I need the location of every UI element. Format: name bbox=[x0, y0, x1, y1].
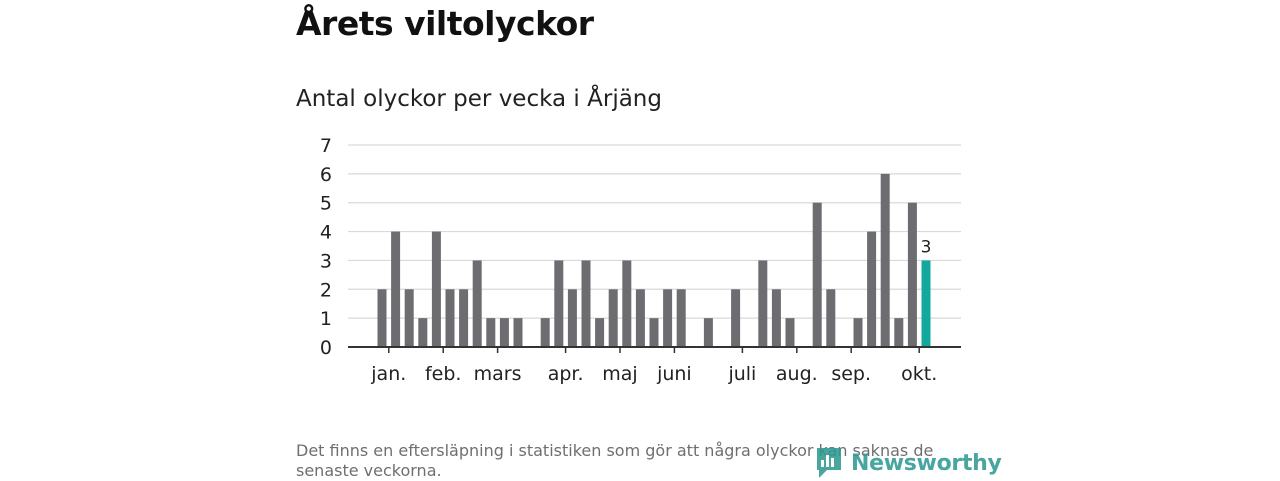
bar bbox=[540, 318, 550, 347]
y-tick-label: 0 bbox=[320, 337, 332, 359]
y-tick-label: 4 bbox=[320, 222, 332, 244]
bar bbox=[554, 260, 564, 347]
bar bbox=[880, 173, 890, 347]
x-tick-label: apr. bbox=[548, 363, 584, 385]
bar bbox=[581, 260, 591, 347]
x-tick-label: aug. bbox=[776, 363, 818, 385]
bar bbox=[622, 260, 632, 347]
y-tick-label: 6 bbox=[320, 164, 332, 186]
bar bbox=[459, 289, 469, 347]
bar bbox=[826, 289, 836, 347]
bar bbox=[418, 318, 428, 347]
bar bbox=[676, 289, 686, 347]
bar bbox=[472, 260, 482, 347]
bar-chart: 0 1 2 3 4 5 6 7 jan. feb. mars apr. maj juni juli aug.… bbox=[320, 135, 961, 385]
y-tick-label: 3 bbox=[320, 250, 332, 272]
bar bbox=[499, 318, 509, 347]
bar bbox=[894, 318, 904, 347]
bar bbox=[567, 289, 577, 347]
x-tick-label: sep. bbox=[831, 363, 871, 385]
x-axis-ticks bbox=[388, 347, 920, 353]
x-axis-month-labels: jan. feb. mars apr. maj juni juli aug. sep. okt. bbox=[370, 363, 937, 385]
bar bbox=[703, 318, 713, 347]
y-tick-label: 2 bbox=[320, 279, 332, 301]
bar bbox=[785, 318, 795, 347]
bar bbox=[812, 202, 822, 347]
bar bbox=[853, 318, 863, 347]
bar bbox=[445, 289, 455, 347]
bar bbox=[731, 289, 741, 347]
bar bbox=[377, 289, 387, 347]
y-axis-tick-labels: 0 1 2 3 4 5 6 7 bbox=[320, 135, 332, 359]
newsworthy-logo-text: Newsworthy bbox=[851, 450, 1002, 476]
x-tick-label: juni bbox=[656, 363, 692, 385]
bar bbox=[771, 289, 781, 347]
bar bbox=[391, 231, 401, 347]
bar bbox=[431, 231, 441, 347]
bar bbox=[608, 289, 618, 347]
newsworthy-logo-icon bbox=[817, 448, 841, 478]
newsworthy-logo: Newsworthy bbox=[815, 446, 1002, 480]
x-tick-label: feb. bbox=[425, 363, 461, 385]
bar bbox=[867, 231, 877, 347]
bar bbox=[404, 289, 414, 347]
bar bbox=[595, 318, 605, 347]
bar bbox=[486, 318, 496, 347]
bar-highlight bbox=[921, 260, 931, 347]
x-tick-label: mars bbox=[474, 363, 522, 385]
bars bbox=[377, 173, 931, 347]
bar bbox=[635, 289, 645, 347]
chart-title: Årets viltolyckor bbox=[296, 4, 594, 43]
bar bbox=[663, 289, 673, 347]
y-tick-label: 1 bbox=[320, 308, 332, 330]
footnote: Det finns en eftersläpning i statistiken… bbox=[296, 441, 934, 480]
x-tick-label: jan. bbox=[370, 363, 406, 385]
bar bbox=[513, 318, 523, 347]
y-tick-label: 7 bbox=[320, 135, 332, 157]
bar bbox=[758, 260, 768, 347]
y-tick-label: 5 bbox=[320, 193, 332, 215]
bar bbox=[907, 202, 917, 347]
x-tick-label: okt. bbox=[901, 363, 937, 385]
x-tick-label: juli bbox=[727, 363, 756, 385]
x-tick-label: maj bbox=[602, 363, 637, 385]
data-label-last-bar: 3 bbox=[921, 237, 932, 257]
chart-subtitle: Antal olyckor per vecka i Årjäng bbox=[296, 86, 662, 112]
bar bbox=[649, 318, 659, 347]
